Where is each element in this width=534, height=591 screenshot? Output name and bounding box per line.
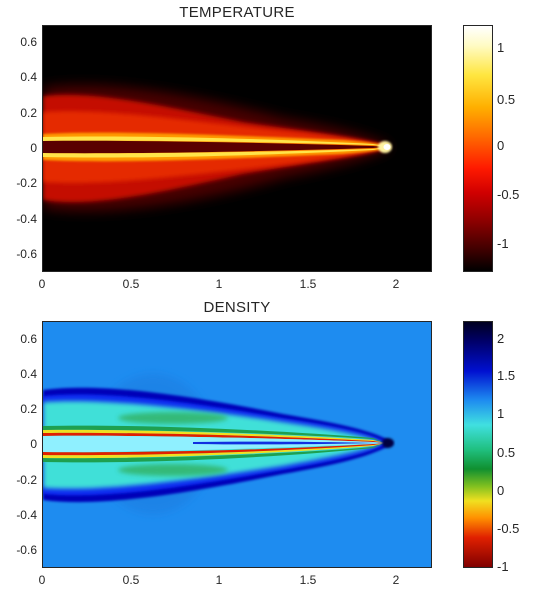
y-tick-label: -0.2 — [16, 176, 37, 190]
y-tick-label: -0.6 — [16, 247, 37, 261]
x-tick-label: 0 — [38, 573, 46, 587]
x-tick-label: 0.5 — [122, 277, 140, 291]
colorbar-tick-label: -0.5 — [497, 521, 520, 536]
density-title: DENSITY — [203, 299, 271, 316]
x-tick-label: 2 — [392, 573, 400, 587]
density-field-plot — [42, 321, 432, 568]
y-tick-label: 0.4 — [20, 70, 37, 84]
colorbar-tick-label: -1 — [497, 559, 509, 574]
colorbar-tick-label: 0.5 — [497, 445, 516, 460]
colorbar-tick-label: 1 — [497, 406, 505, 421]
y-tick-label: 0.4 — [20, 367, 37, 381]
x-tick-label: 1 — [215, 277, 223, 291]
temperature-title: TEMPERATURE — [179, 4, 295, 21]
y-tick-label: 0 — [30, 141, 37, 155]
x-tick-label: 1.5 — [299, 277, 317, 291]
y-tick-label: 0 — [30, 437, 37, 451]
colorbar-tick-label: 2 — [497, 331, 505, 346]
density-field-image — [43, 374, 394, 514]
y-tick-label: -0.2 — [16, 473, 37, 487]
temperature-field-plot — [42, 25, 432, 272]
y-tick-label: 0.2 — [20, 106, 37, 120]
colorbar-tick-label: 0 — [497, 483, 505, 498]
y-tick-label: 0.2 — [20, 402, 37, 416]
colorbar-tick-label: 1 — [497, 40, 505, 55]
colorbar-tick-label: 0.5 — [497, 92, 516, 107]
temperature-field-image — [43, 85, 392, 212]
colorbar-tick-label: -0.5 — [497, 187, 520, 202]
y-tick-label: -0.4 — [16, 212, 37, 226]
colorbar-tick-label: -1 — [497, 236, 509, 251]
y-tick-label: 0.6 — [20, 332, 37, 346]
y-tick-label: -0.4 — [16, 508, 37, 522]
density-colorbar — [463, 321, 493, 568]
temperature-colorbar — [463, 25, 493, 272]
colorbar-tick-label: 0 — [497, 138, 505, 153]
colorbar-tick-label: 1.5 — [497, 368, 516, 383]
x-tick-label: 2 — [392, 277, 400, 291]
x-tick-label: 1 — [215, 573, 223, 587]
y-tick-label: 0.6 — [20, 35, 37, 49]
x-tick-label: 0 — [38, 277, 46, 291]
y-tick-label: -0.6 — [16, 543, 37, 557]
x-tick-label: 1.5 — [299, 573, 317, 587]
x-tick-label: 0.5 — [122, 573, 140, 587]
